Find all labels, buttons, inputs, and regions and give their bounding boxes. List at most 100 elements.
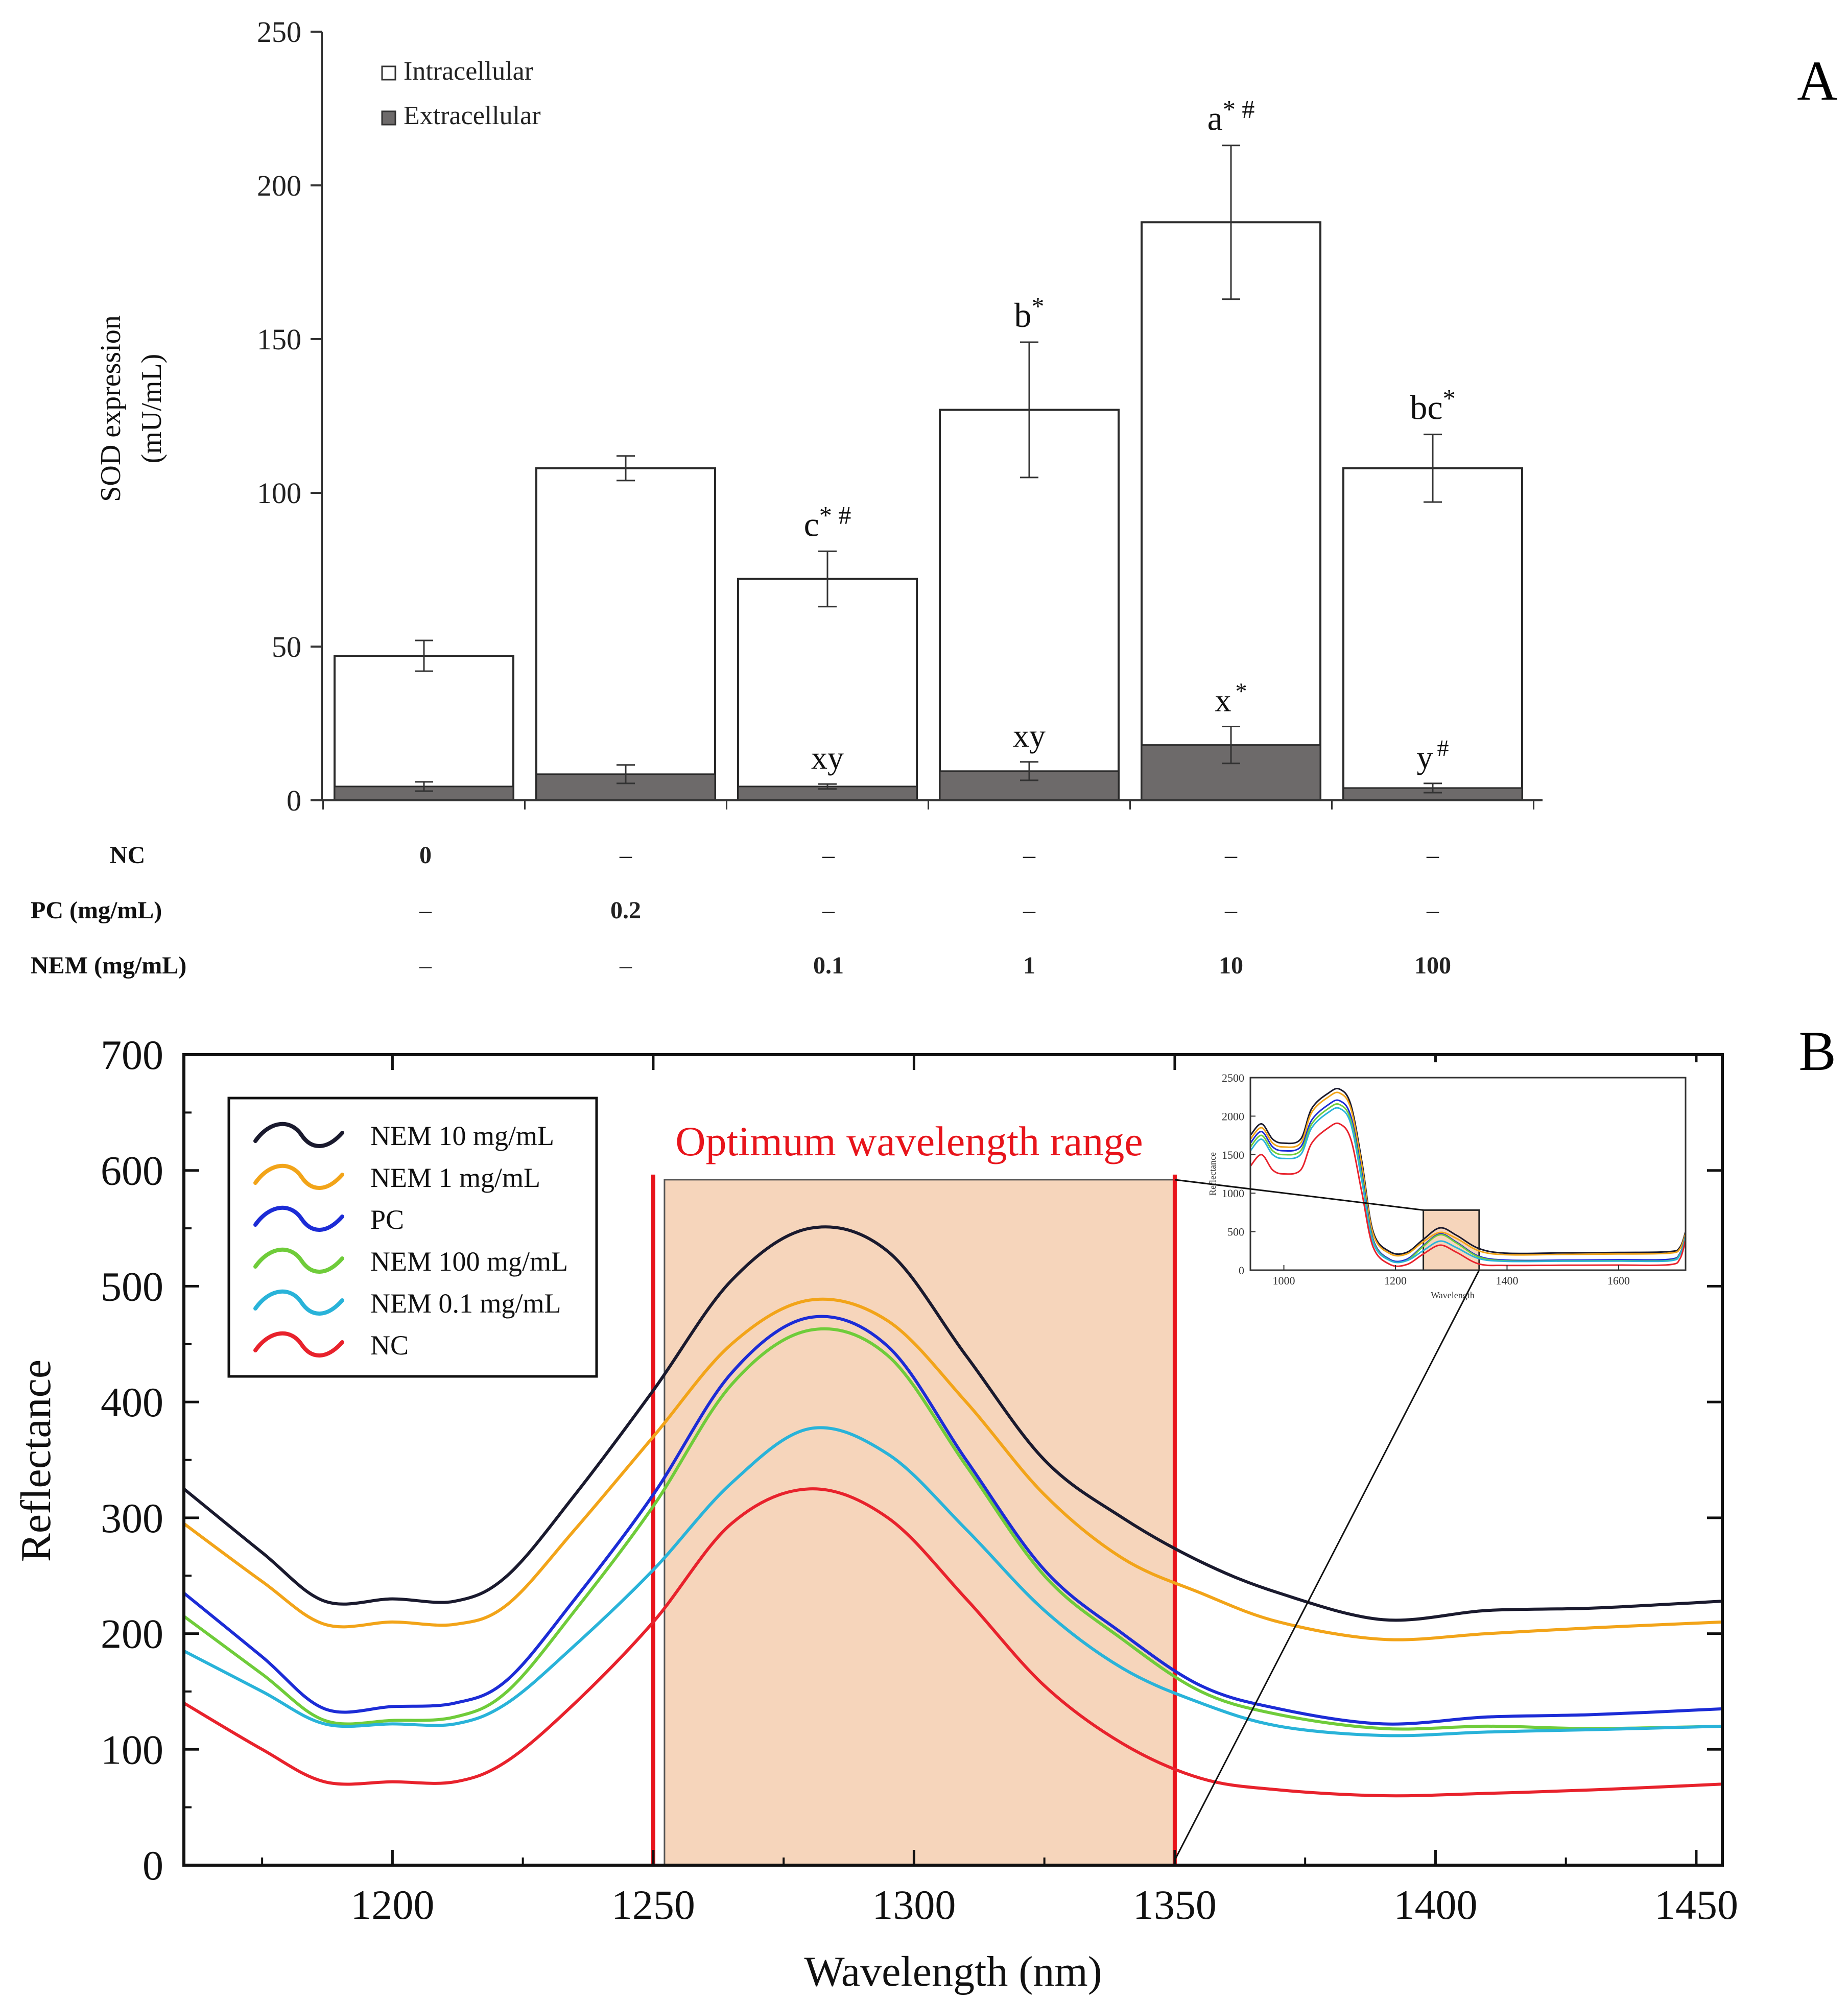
treatment-cell: – — [419, 952, 432, 979]
significance-label-extracellular: x * — [1215, 678, 1247, 719]
x-tick-label: 1250 — [611, 1882, 695, 1928]
x-axis-title: Wavelength (nm) — [804, 1948, 1102, 1995]
legend-swatch — [253, 1247, 344, 1274]
y-tick-label: 200 — [101, 1611, 163, 1657]
significance-label-intracellular: a* # — [1207, 95, 1255, 138]
y-tick-label: 50 — [272, 630, 301, 663]
inset-x-tick-label: 1200 — [1384, 1274, 1407, 1287]
y-axis-title: Reflectance — [12, 1360, 60, 1562]
treatment-row-label: PC (mg/mL) — [31, 897, 162, 924]
panel-b-axes: 0 100 200 300 400 500 600 700 1200 1250 1300 1350 14… — [12, 1032, 1738, 1995]
legend-swatch — [253, 1289, 344, 1316]
y-tick-label: 300 — [101, 1495, 163, 1541]
inset-x-tick-label: 1000 — [1273, 1274, 1295, 1287]
legend-swatch — [253, 1331, 344, 1358]
y-tick-label: 100 — [101, 1726, 163, 1773]
panel-a-bar-chart: A c* #xyb*xya* #x *bc*y # 050100150200250 … — [31, 15, 1838, 979]
legend-swatch — [253, 1205, 344, 1232]
panel-a-y-axis-label: SOD expression (mU/mL) — [95, 315, 168, 502]
panel-b-series-lines — [183, 1225, 1723, 1798]
treatment-cell: 100 — [1414, 952, 1451, 979]
significance-label-extracellular: xy — [811, 740, 844, 776]
inset-frame — [1249, 1077, 1687, 1271]
inset-zoom-connector-lines — [1174, 1179, 1480, 1861]
inset-background — [1204, 1062, 1701, 1311]
legend-label-extracellular: Extracellular — [404, 101, 541, 130]
inset-y-axis-title: Reflectance — [1207, 1152, 1218, 1196]
treatment-row-label: NC — [110, 842, 145, 869]
legend-label: PC — [370, 1204, 404, 1235]
legend-label: NEM 10 mg/mL — [370, 1121, 554, 1151]
panel-a-label: A — [1797, 50, 1837, 112]
inset-series-line — [1249, 1091, 1687, 1257]
panel-b-label: B — [1798, 1020, 1836, 1082]
inset-y-tick-label: 500 — [1227, 1226, 1244, 1239]
y-tick-label: 200 — [257, 169, 301, 202]
optimum-wavelength-label: Optimum wavelength range — [675, 1118, 1143, 1164]
series-line — [183, 1315, 1723, 1726]
treatment-cell: – — [419, 897, 432, 924]
panel-b-legend: NEM 10 mg/mL NEM 1 mg/mL PC NEM 100 mg/mL NE… — [227, 1097, 598, 1378]
panel-a-treatment-table: NC 0 – – – – – PC (mg/mL) – 0.2 – – – – NEM (mg/mL) – – 0… — [31, 842, 1451, 979]
treatment-cell: 10 — [1219, 952, 1243, 979]
x-tick-label: 1400 — [1393, 1882, 1477, 1928]
treatment-cell: – — [822, 897, 835, 924]
y-tick-label: 500 — [101, 1263, 163, 1309]
y-tick-label: 250 — [257, 15, 301, 49]
x-tick-label: 1450 — [1654, 1882, 1738, 1928]
legend-swatch — [253, 1163, 344, 1190]
zoom-connector-bottom — [1174, 1270, 1480, 1861]
legend-label-intracellular: Intracellular — [404, 57, 533, 86]
inset-x-axis-title: Wavelength — [1431, 1290, 1475, 1300]
y-tick-label: 600 — [101, 1148, 163, 1194]
y-tick-label: 100 — [257, 477, 301, 510]
treatment-cell: – — [1224, 897, 1238, 924]
treatment-cell: – — [1023, 897, 1036, 924]
panel-a-legend: Intracellular Extracellular — [381, 57, 541, 130]
panel-b-inset-chart: 0 500 1000 1500 2000 2500 1000 1200 1400 1600 Wave… — [1204, 1062, 1701, 1311]
series-line — [183, 1297, 1723, 1641]
significance-label-intracellular: c* # — [804, 501, 851, 543]
y-tick-label: 0 — [287, 784, 301, 817]
panel-a-axes: 0 50 100 150 200 250 — [257, 15, 1543, 817]
series-line — [183, 1426, 1723, 1737]
significance-label-intracellular: b* — [1014, 292, 1045, 335]
panel-a-bars: c* # xy b* xy a* # x * bc* y # — [334, 95, 1523, 802]
x-tick-label: 1350 — [1133, 1882, 1217, 1928]
bar-intracellular — [535, 467, 716, 801]
bar-intracellular — [737, 578, 918, 802]
significance-label-extracellular: y # — [1417, 735, 1449, 775]
treatment-cell: – — [619, 952, 632, 979]
inset-y-tick-label: 1500 — [1222, 1149, 1244, 1161]
treatment-cell: – — [619, 842, 632, 869]
treatment-cell: – — [822, 842, 835, 869]
inset-y-tick-label: 2500 — [1222, 1072, 1244, 1084]
zoom-connector-top — [1174, 1179, 1424, 1211]
inset-y-tick-label: 0 — [1239, 1264, 1244, 1277]
inset-y-tick-label: 2000 — [1222, 1110, 1244, 1123]
series-line — [183, 1225, 1723, 1622]
bar-intracellular — [334, 655, 514, 802]
treatment-row-label: NEM (mg/mL) — [31, 952, 186, 979]
highlight-band — [664, 1179, 1176, 1866]
inset-series-line — [1249, 1087, 1687, 1255]
x-tick-label: 1300 — [872, 1882, 956, 1928]
significance-label-extracellular: xy — [1013, 718, 1046, 754]
optimum-wavelength-highlight — [651, 1174, 1177, 1866]
treatment-cell: 0 — [419, 842, 432, 869]
legend-swatch-intracellular — [381, 65, 396, 81]
inset-series-line — [1249, 1122, 1687, 1267]
series-line — [183, 1487, 1723, 1798]
treatment-cell: – — [1426, 897, 1439, 924]
y-tick-label: 400 — [101, 1379, 163, 1425]
treatment-cell: – — [1224, 842, 1238, 869]
inset-series-line — [1249, 1099, 1687, 1263]
legend-box — [227, 1097, 598, 1378]
bar-intracellular — [1141, 221, 1321, 801]
significance-label-intracellular: bc* — [1410, 384, 1455, 427]
treatment-cell: 0.1 — [813, 952, 844, 979]
treatment-cell: 0.2 — [610, 897, 641, 924]
y-tick-label: 0 — [143, 1842, 163, 1889]
inset-x-tick-label: 1600 — [1607, 1274, 1630, 1287]
